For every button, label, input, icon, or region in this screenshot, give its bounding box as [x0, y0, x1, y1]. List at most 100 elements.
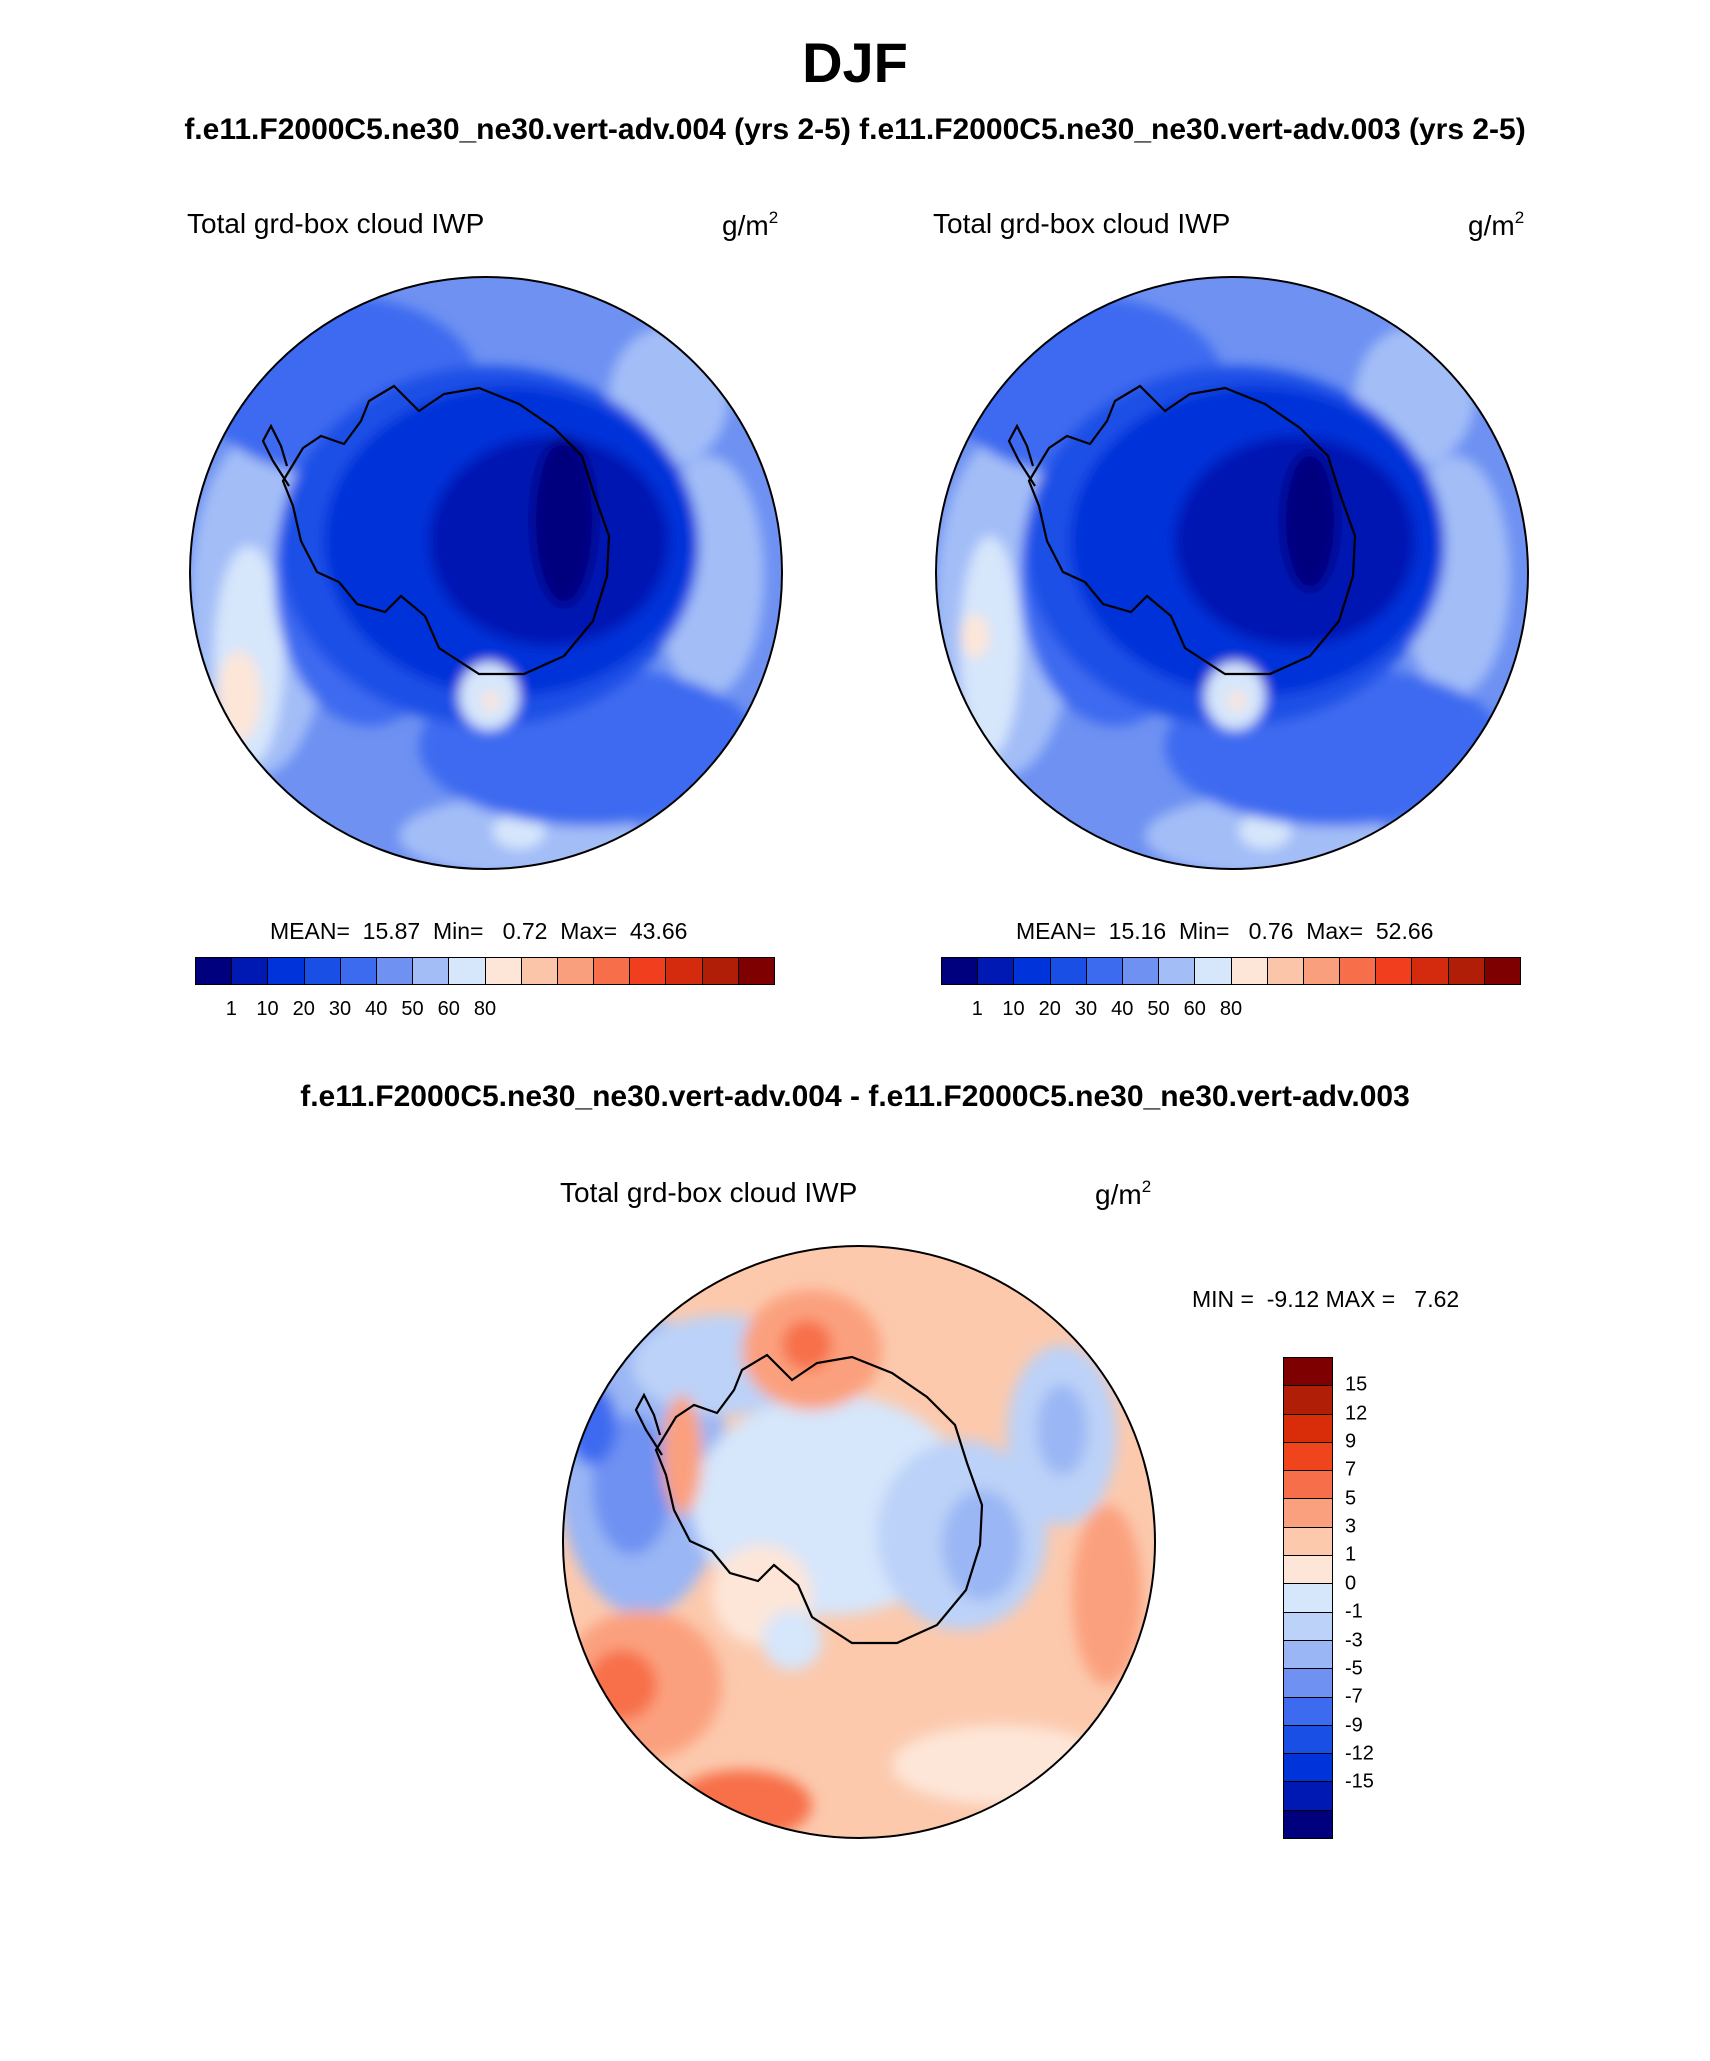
- colorbar-tick-label: 30: [1074, 998, 1098, 1020]
- colorbar-tick-label: 9: [1345, 1430, 1357, 1453]
- colorbar-tick-label: 40: [365, 998, 388, 1020]
- colorbar-tick-label: 1: [971, 998, 983, 1020]
- colorbar-swatch: [1284, 1640, 1332, 1670]
- colorbar-swatch: [630, 958, 667, 984]
- colorbar-swatch: [521, 958, 558, 984]
- colorbar-tick-label: 60: [437, 998, 460, 1020]
- colorbar-tick-label: 40: [1111, 998, 1134, 1020]
- top-row-subtitle: f.e11.F2000C5.ne30_ne30.vert-adv.004 (yr…: [184, 113, 1526, 146]
- colorbar-tick-label: 12: [1345, 1402, 1368, 1425]
- colorbar-swatch: [1284, 1810, 1332, 1839]
- colorbar-swatch: [1267, 958, 1304, 984]
- colorbar-swatch: [1448, 958, 1485, 984]
- colorbar-tick-label: 1: [225, 998, 237, 1020]
- panel2-map: [935, 276, 1529, 870]
- colorbar-swatch: [1284, 1697, 1332, 1726]
- colorbar-swatch: [978, 958, 1015, 984]
- colorbar-tick-label: -7: [1345, 1685, 1363, 1708]
- panel1-variable-label: Total grd-box cloud IWP: [187, 208, 485, 239]
- colorbar-swatch: [340, 958, 377, 984]
- colorbar-swatch: [1284, 1386, 1332, 1415]
- colorbar-swatch: [1284, 1612, 1332, 1641]
- colorbar-swatch: [196, 958, 233, 984]
- panel2-colorbar: [941, 957, 1521, 985]
- colorbar-tick-label: 60: [1183, 998, 1206, 1020]
- colorbar-swatch: [1159, 958, 1196, 984]
- panel1-map: [189, 276, 783, 870]
- colorbar-tick-label: 7: [1345, 1458, 1357, 1481]
- colorbar-swatch: [1284, 1414, 1332, 1443]
- colorbar-swatch: [594, 958, 631, 984]
- colorbar-swatch: [485, 958, 522, 984]
- colorbar-swatch: [1284, 1442, 1332, 1472]
- colorbar-tick-label: -12: [1345, 1742, 1374, 1765]
- colorbar-swatch: [1376, 958, 1413, 984]
- colorbar-tick-label: 20: [292, 998, 315, 1020]
- colorbar-tick-label: 3: [1345, 1515, 1357, 1538]
- colorbar-swatch: [1122, 958, 1160, 984]
- colorbar-tick-label: -3: [1345, 1629, 1363, 1652]
- colorbar-tick-label: 10: [256, 998, 279, 1020]
- figure-title: DJF: [802, 31, 908, 94]
- colorbar-tick-label: 50: [401, 998, 424, 1020]
- colorbar-swatch: [1195, 958, 1232, 984]
- colorbar-swatch: [1284, 1725, 1332, 1755]
- colorbar-swatch: [1284, 1669, 1332, 1698]
- colorbar-swatch: [1284, 1584, 1332, 1613]
- colorbar-tick-label: -15: [1345, 1770, 1374, 1793]
- colorbar-swatch: [304, 958, 341, 984]
- colorbar-tick-label: 0: [1345, 1572, 1357, 1595]
- colorbar-tick-label: 20: [1038, 998, 1061, 1020]
- panel3-variable-label: Total grd-box cloud IWP: [560, 1177, 858, 1208]
- colorbar-tick-label: 1: [1345, 1543, 1357, 1566]
- colorbar-swatch: [449, 958, 486, 984]
- colorbar-tick-label: 10: [1002, 998, 1025, 1020]
- colorbar-swatch: [942, 958, 979, 984]
- colorbar-swatch: [702, 958, 739, 984]
- colorbar-swatch: [557, 958, 595, 984]
- panel2-colorbar-ticks: 1 10 20 30 40 50 60 80: [941, 998, 1521, 1024]
- panel2-units: g/m2: [1468, 208, 1525, 241]
- panel1-colorbar: [195, 957, 775, 985]
- colorbar-swatch: [1284, 1499, 1332, 1528]
- colorbar-swatch: [1412, 958, 1449, 984]
- colorbar-tick-label: 80: [1219, 998, 1243, 1020]
- colorbar-tick-label: 30: [328, 998, 352, 1020]
- difference-colorbar-ticks: 15 12 9 7 5 3 1 0 -1 -3 -5 -7 -9 -12 -15: [1345, 1357, 1405, 1839]
- colorbar-swatch: [1484, 958, 1520, 984]
- colorbar-tick-label: 5: [1345, 1487, 1357, 1510]
- colorbar-swatch: [1284, 1358, 1332, 1387]
- colorbar-tick-label: -5: [1345, 1657, 1363, 1680]
- colorbar-swatch: [1086, 958, 1123, 984]
- colorbar-tick-label: 15: [1345, 1373, 1368, 1396]
- colorbar-tick-label: -9: [1345, 1714, 1363, 1737]
- difference-colorbar: [1283, 1357, 1333, 1839]
- colorbar-swatch: [666, 958, 703, 984]
- panel1-stats: MEAN= 15.87 Min= 0.72 Max= 43.66: [270, 918, 688, 944]
- colorbar-swatch: [413, 958, 450, 984]
- colorbar-swatch: [738, 958, 774, 984]
- colorbar-swatch: [1303, 958, 1341, 984]
- colorbar-swatch: [268, 958, 305, 984]
- difference-map: [562, 1245, 1156, 1839]
- colorbar-swatch: [1284, 1527, 1332, 1557]
- panel3-units: g/m2: [1095, 1177, 1152, 1210]
- colorbar-swatch: [232, 958, 269, 984]
- colorbar-tick-label: -1: [1345, 1600, 1363, 1623]
- panel1-colorbar-ticks: 1 10 20 30 40 50 60 80: [195, 998, 775, 1024]
- colorbar-swatch: [376, 958, 414, 984]
- colorbar-tick-label: 80: [473, 998, 497, 1020]
- colorbar-tick-label: 50: [1147, 998, 1170, 1020]
- colorbar-swatch: [1284, 1556, 1332, 1585]
- colorbar-swatch: [1284, 1754, 1332, 1783]
- colorbar-swatch: [1284, 1782, 1332, 1811]
- panel1-units: g/m2: [722, 208, 779, 241]
- colorbar-swatch: [1231, 958, 1268, 984]
- panel2-stats: MEAN= 15.16 Min= 0.76 Max= 52.66: [1016, 918, 1434, 944]
- difference-stats: MIN = -9.12 MAX = 7.62: [1192, 1286, 1460, 1312]
- colorbar-swatch: [1340, 958, 1377, 984]
- difference-subtitle: f.e11.F2000C5.ne30_ne30.vert-adv.004 - f…: [300, 1080, 1410, 1113]
- colorbar-swatch: [1050, 958, 1087, 984]
- colorbar-swatch: [1284, 1471, 1332, 1500]
- colorbar-swatch: [1014, 958, 1051, 984]
